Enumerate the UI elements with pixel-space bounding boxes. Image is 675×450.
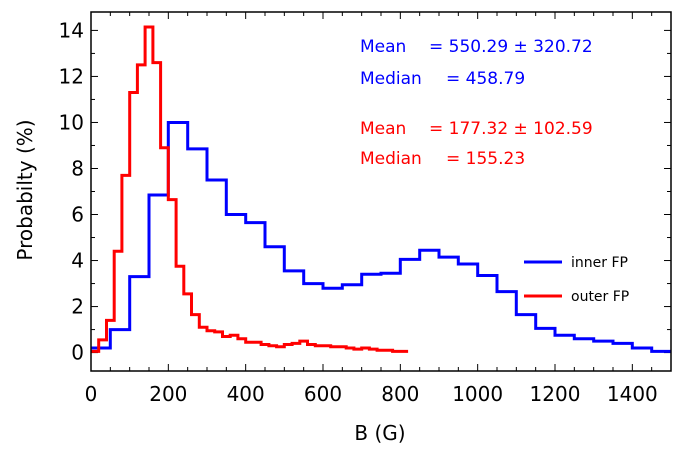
legend-label-outer-fp: outer FP bbox=[571, 289, 629, 305]
y-tick-label: 14 bbox=[59, 18, 84, 42]
x-tick-label: 400 bbox=[227, 382, 265, 406]
legend: inner FP outer FP bbox=[524, 255, 629, 305]
legend-label-inner-fp: inner FP bbox=[571, 255, 628, 271]
y-tick-label: 4 bbox=[71, 249, 84, 273]
inner-mean-label: Mean bbox=[360, 37, 406, 57]
x-tick-label: 1200 bbox=[530, 382, 581, 406]
plot-frame bbox=[90, 11, 672, 372]
inner-median-label: Median bbox=[360, 69, 422, 89]
x-tick-label: 200 bbox=[149, 382, 187, 406]
x-tick-label: 1000 bbox=[452, 382, 503, 406]
outer-median-value: = 155.23 bbox=[446, 149, 525, 169]
y-axis-label: Probabilty (%) bbox=[13, 119, 37, 260]
series-layer bbox=[91, 25, 671, 353]
stats-annotations: Mean = 550.29 ± 320.72 Median = 458.79 M… bbox=[360, 37, 593, 169]
x-axis-label: B (G) bbox=[354, 421, 405, 445]
x-tick-label: 0 bbox=[85, 382, 98, 406]
series-line-outer-fp bbox=[91, 25, 409, 353]
y-tick-label: 2 bbox=[71, 295, 84, 319]
y-tick-label: 12 bbox=[59, 64, 84, 88]
outer-mean-value: = 177.32 ± 102.59 bbox=[429, 119, 593, 139]
x-tick-label: 600 bbox=[304, 382, 342, 406]
y-tick-label: 10 bbox=[59, 110, 84, 134]
y-tick-label: 0 bbox=[71, 341, 84, 365]
outer-mean-label: Mean bbox=[360, 119, 406, 139]
series-line-inner-fp bbox=[91, 121, 671, 353]
y-tick-label: 6 bbox=[71, 203, 84, 227]
axis-ticks: 0 200 400 600 800 1000 1200 1400 0 2 4 6 8 10 12 14 bbox=[59, 12, 672, 406]
x-tick-label: 1400 bbox=[607, 382, 658, 406]
inner-median-value: = 458.79 bbox=[446, 69, 525, 89]
inner-mean-value: = 550.29 ± 320.72 bbox=[429, 37, 593, 57]
outer-median-label: Median bbox=[360, 149, 422, 169]
y-tick-label: 8 bbox=[71, 156, 84, 180]
x-tick-label: 800 bbox=[381, 382, 419, 406]
